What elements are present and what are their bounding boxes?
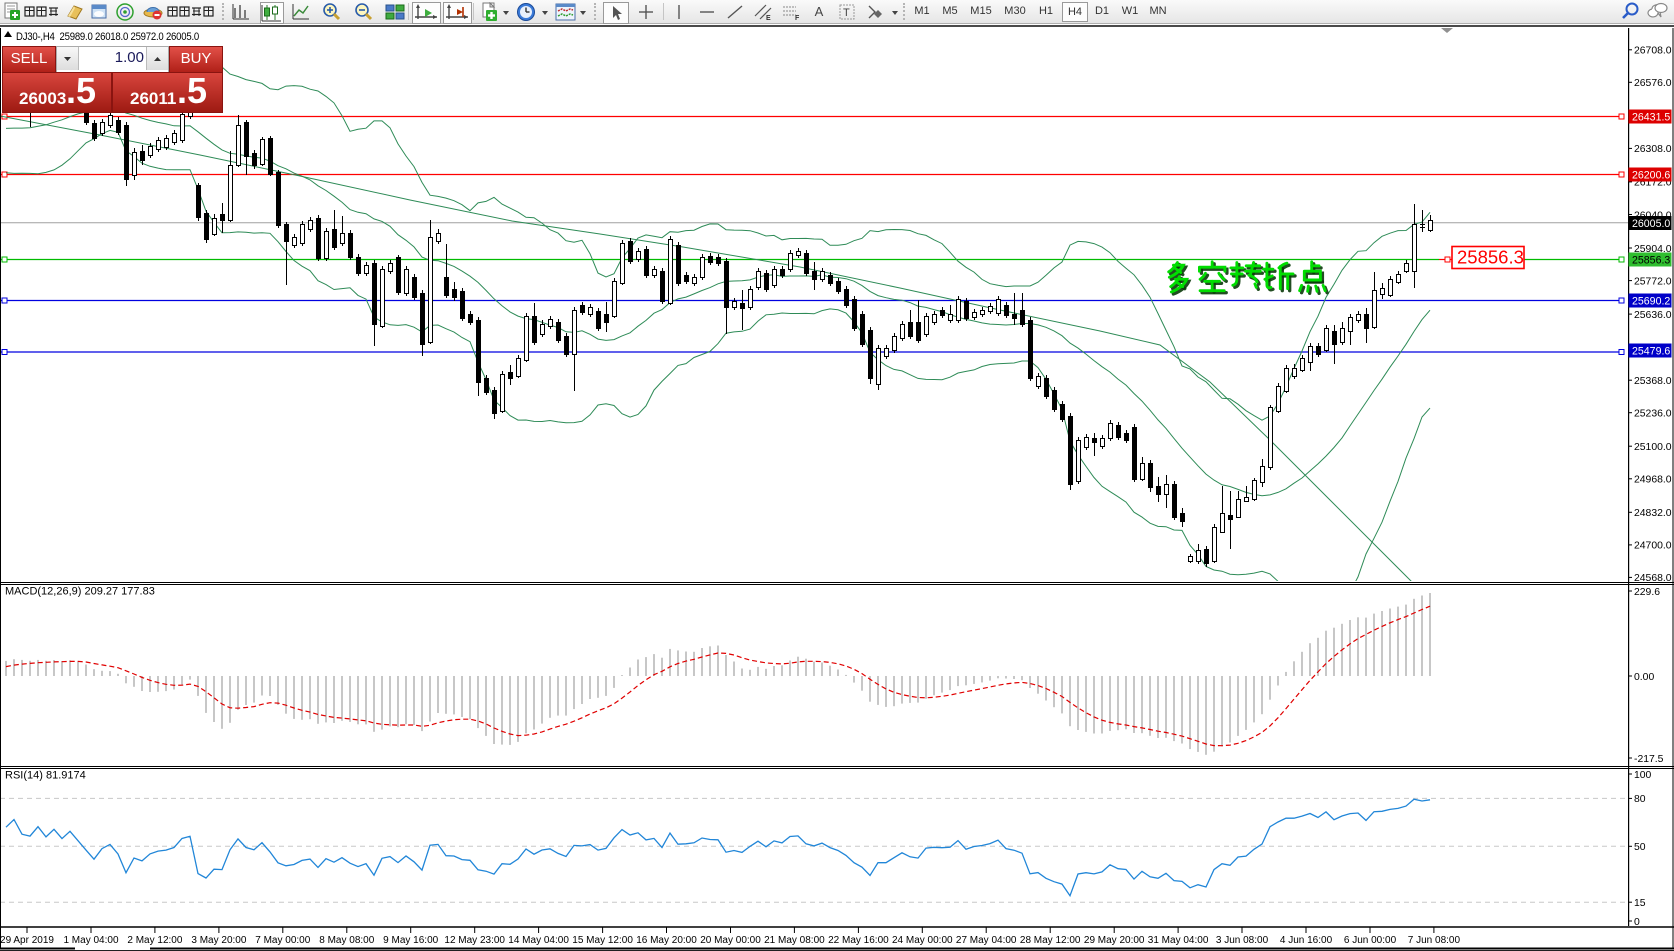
svg-text:25636.0: 25636.0 (1634, 310, 1672, 321)
svg-text:24568.0: 24568.0 (1634, 573, 1672, 584)
svg-text:2 May 12:00: 2 May 12:00 (127, 935, 182, 946)
svg-text:MACD(12,26,9) 209.27 177.83: MACD(12,26,9) 209.27 177.83 (5, 586, 155, 598)
svg-text:26040.0: 26040.0 (1634, 210, 1672, 221)
svg-text:25904.0: 25904.0 (1634, 244, 1672, 255)
svg-text:26308.0: 26308.0 (1634, 144, 1672, 155)
svg-text:7 Jun 08:00: 7 Jun 08:00 (1408, 935, 1461, 946)
svg-text:20 May 00:00: 20 May 00:00 (700, 935, 761, 946)
svg-text:15: 15 (1634, 898, 1646, 909)
svg-text:0.00: 0.00 (1634, 672, 1654, 683)
svg-text:F: F (795, 15, 800, 22)
svg-text:50: 50 (1634, 842, 1646, 853)
svg-text:24 May 00:00: 24 May 00:00 (892, 935, 953, 946)
svg-text:1 May 04:00: 1 May 04:00 (63, 935, 118, 946)
svg-text:DJ30-,H4 25989.0 26018.0 2597: DJ30-,H4 25989.0 26018.0 25972.0 26005.0 (16, 31, 199, 43)
svg-text:26005.0: 26005.0 (1632, 218, 1670, 230)
svg-text:E: E (766, 15, 771, 22)
svg-text:-217.5: -217.5 (1634, 754, 1664, 765)
svg-text:26576.0: 26576.0 (1634, 78, 1672, 89)
svg-text:15 May 12:00: 15 May 12:00 (572, 935, 633, 946)
svg-text:25856.3: 25856.3 (1457, 247, 1524, 268)
svg-text:6 Jun 00:00: 6 Jun 00:00 (1344, 935, 1397, 946)
svg-text:28 May 12:00: 28 May 12:00 (1020, 935, 1081, 946)
svg-text:26172.0: 26172.0 (1634, 178, 1672, 189)
svg-text:3 May 20:00: 3 May 20:00 (191, 935, 246, 946)
svg-text:0: 0 (1634, 917, 1640, 928)
svg-text:24832.0: 24832.0 (1634, 508, 1672, 519)
svg-text:16 May 20:00: 16 May 20:00 (636, 935, 697, 946)
svg-text:25772.0: 25772.0 (1634, 276, 1672, 287)
svg-text:14 May 04:00: 14 May 04:00 (508, 935, 569, 946)
svg-text:T: T (843, 7, 850, 19)
svg-text:24968.0: 24968.0 (1634, 475, 1672, 486)
svg-text:26200.6: 26200.6 (1632, 170, 1670, 182)
svg-text:31 May 04:00: 31 May 04:00 (1148, 935, 1209, 946)
svg-text:25100.0: 25100.0 (1634, 442, 1672, 453)
svg-text:9 May 16:00: 9 May 16:00 (383, 935, 438, 946)
svg-text:25856.3: 25856.3 (1632, 255, 1670, 267)
svg-text:22 May 16:00: 22 May 16:00 (828, 935, 889, 946)
svg-text:12 May 23:00: 12 May 23:00 (444, 935, 505, 946)
svg-text:26708.0: 26708.0 (1634, 46, 1672, 57)
svg-text:25236.0: 25236.0 (1634, 409, 1672, 420)
svg-text:80: 80 (1634, 794, 1646, 805)
svg-text:100: 100 (1634, 770, 1652, 781)
svg-text:25368.0: 25368.0 (1634, 376, 1672, 387)
svg-text:29 May 20:00: 29 May 20:00 (1084, 935, 1145, 946)
svg-text:27 May 04:00: 27 May 04:00 (956, 935, 1017, 946)
svg-text:24700.0: 24700.0 (1634, 541, 1672, 552)
svg-text:229.6: 229.6 (1634, 587, 1660, 598)
svg-text:25690.2: 25690.2 (1632, 296, 1670, 308)
svg-text:8 May 08:00: 8 May 08:00 (319, 935, 374, 946)
svg-text:21 May 08:00: 21 May 08:00 (764, 935, 825, 946)
svg-text:4 Jun 16:00: 4 Jun 16:00 (1280, 935, 1333, 946)
svg-text:7 May 00:00: 7 May 00:00 (255, 935, 310, 946)
svg-text:26431.5: 26431.5 (1632, 112, 1670, 124)
svg-text:25479.6: 25479.6 (1632, 346, 1670, 358)
svg-text:RSI(14) 81.9174: RSI(14) 81.9174 (5, 770, 86, 782)
svg-text:3 Jun 08:00: 3 Jun 08:00 (1216, 935, 1269, 946)
svg-text:29 Apr 2019: 29 Apr 2019 (0, 935, 54, 946)
